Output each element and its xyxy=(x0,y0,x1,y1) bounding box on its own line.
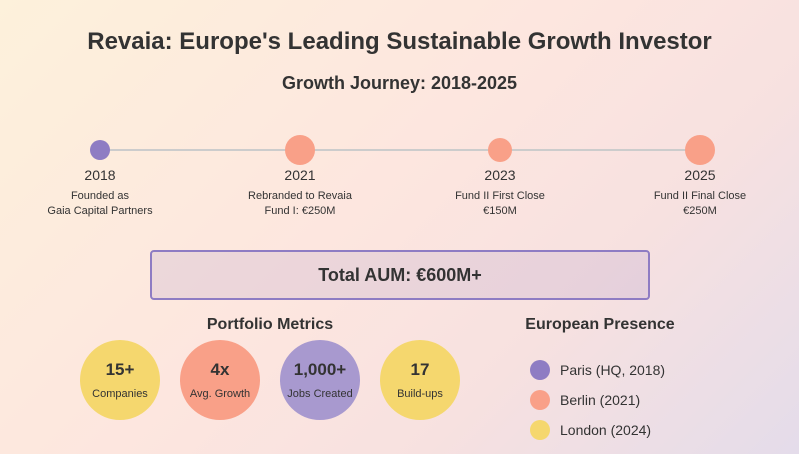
european-presence-heading: European Presence xyxy=(525,316,675,333)
metric-avg-growth: 4x Avg. Growth xyxy=(180,340,260,420)
location-dot xyxy=(530,390,550,410)
metric-build-ups: 17 Build-ups xyxy=(380,340,460,420)
milestone-dot-2025 xyxy=(685,135,715,165)
milestone-description-line: Rebranded to Revaia xyxy=(248,190,352,202)
location-dot xyxy=(530,360,550,380)
milestone-description-line: €250M xyxy=(683,205,717,217)
metric-value: 15+ xyxy=(105,360,135,379)
milestone-year: 2023 xyxy=(484,167,516,183)
milestone-description-line: Fund II Final Close xyxy=(653,190,747,202)
presence-item-berlin: Berlin (2021) xyxy=(530,390,640,410)
metric-value: 17 xyxy=(410,360,430,379)
presence-item-london: London (2024) xyxy=(530,420,651,440)
milestone-description-line: Fund II First Close xyxy=(455,190,545,202)
metric-value: 1,000+ xyxy=(293,360,347,379)
milestone-description: Founded as Gaia Capital Partners xyxy=(0,189,200,219)
metric-label: Build-ups xyxy=(397,388,443,400)
total-aum-label: Total AUM: €600M+ xyxy=(318,264,482,285)
milestone-dot-2021 xyxy=(285,135,315,165)
milestone-description-line: Gaia Capital Partners xyxy=(47,205,153,217)
milestone-dot-2018 xyxy=(90,140,110,160)
portfolio-metrics-heading: Portfolio Metrics xyxy=(206,316,334,333)
total-aum-box: Total AUM: €600M+ xyxy=(150,250,650,300)
presence-item-paris: Paris (HQ, 2018) xyxy=(530,360,665,380)
metric-companies: 15+ Companies xyxy=(80,340,160,420)
presence-label: London (2024) xyxy=(560,422,652,438)
metric-jobs-created: 1,000+ Jobs Created xyxy=(280,340,360,420)
milestone-year: 2025 xyxy=(684,167,716,183)
milestone-description-line: €150M xyxy=(483,205,517,217)
location-dot xyxy=(530,420,550,440)
metric-label: Jobs Created xyxy=(287,388,353,400)
milestone-description-line: Founded as xyxy=(70,190,130,202)
timeline-heading: Growth Journey: 2018-2025 xyxy=(281,73,518,93)
metric-value: 4x xyxy=(210,360,230,379)
presence-label: Paris (HQ, 2018) xyxy=(560,362,666,378)
milestone-year: 2021 xyxy=(284,167,316,183)
milestone-year: 2018 xyxy=(84,167,116,183)
timeline-line xyxy=(100,149,700,151)
milestone-description: Fund II First Close €150M xyxy=(400,189,600,219)
metric-label: Avg. Growth xyxy=(189,388,251,400)
page-title: Revaia: Europe's Leading Sustainable Gro… xyxy=(87,28,712,55)
milestone-description: Fund II Final Close €250M xyxy=(600,189,799,219)
milestone-dot-2023 xyxy=(488,138,512,162)
presence-label: Berlin (2021) xyxy=(560,392,641,408)
milestone-description: Rebranded to Revaia Fund I: €250M xyxy=(200,189,400,219)
metric-label: Companies xyxy=(92,388,148,400)
milestone-description-line: Fund I: €250M xyxy=(264,205,336,217)
